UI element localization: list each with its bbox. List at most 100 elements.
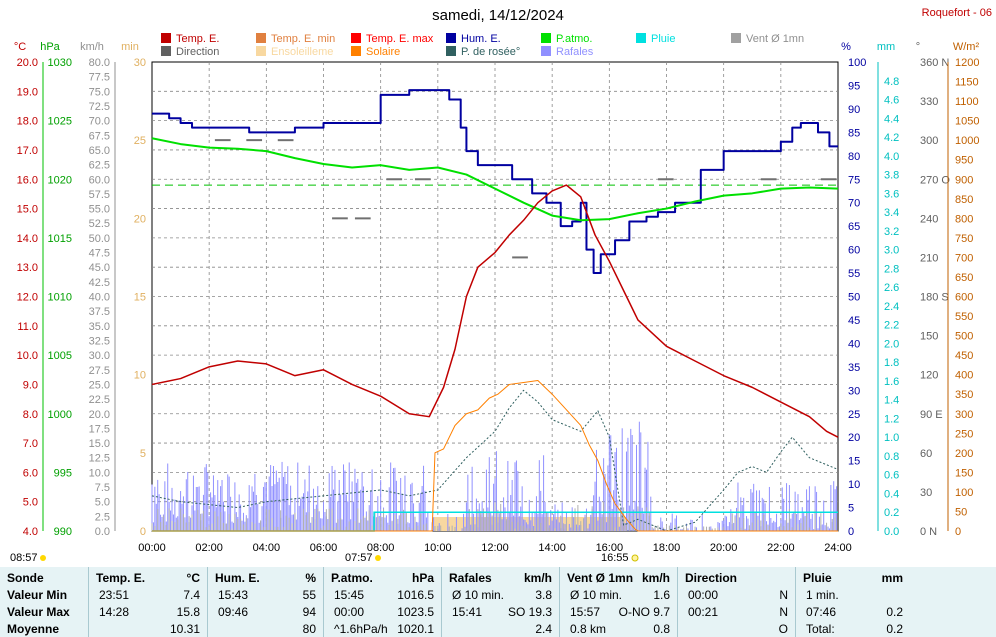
table-cell-value: O-NO 9.7 <box>618 605 670 619</box>
legend-label: Solaire <box>366 46 400 58</box>
legend-label: Hum. E. <box>461 33 501 45</box>
wind-axis-tick: 7.5 <box>95 482 110 494</box>
wind-axis-tick: 60.0 <box>89 174 110 186</box>
solar-axis-tick: 1100 <box>955 96 979 108</box>
solar-axis-tick: 400 <box>955 370 973 382</box>
solar-axis-tick: 1200 <box>955 57 979 69</box>
wind-axis-tick: 52.5 <box>89 218 110 230</box>
wind-axis-tick: 80.0 <box>89 57 110 69</box>
table-column: Hum. E.% 15:43 55 09:46 94 80 <box>207 567 324 637</box>
table-cell-value: 1020.1 <box>397 622 434 636</box>
moon-icon <box>631 554 639 562</box>
table-header: Sonde <box>7 571 44 585</box>
table-column: Pluie mm 1 min. 07:46 0.2 Total: 0.2 <box>795 567 911 637</box>
legend-label: Pluie <box>651 33 675 45</box>
wind-axis-tick: 65.0 <box>89 145 110 157</box>
axis-unit: ° <box>916 41 920 53</box>
dir-axis-tick: 150 <box>920 331 938 343</box>
hum-axis-tick: 10 <box>848 479 860 491</box>
table-cell-time: 15:41 <box>452 605 483 619</box>
sunset-time: 16:55 <box>601 552 629 564</box>
rain-axis-tick: 2.8 <box>884 263 899 275</box>
hum-axis-tick: 80 <box>848 151 860 163</box>
station-name: Roquefort - 06 <box>922 7 992 19</box>
minutes-axis-tick: 10 <box>134 370 146 382</box>
hum-axis-tick: 60 <box>848 245 860 257</box>
wind-axis-tick: 67.5 <box>89 130 110 142</box>
rain-axis-tick: 2.0 <box>884 338 899 350</box>
table-column: Rafales km/h Ø 10 min. 3.8 15:41 SO 19.3 2.4 <box>441 567 560 637</box>
solar-axis-tick: 150 <box>955 467 973 479</box>
table-cell-time: 23:51 <box>99 588 130 602</box>
table-cell-time: 07:46 <box>806 605 837 619</box>
dir-axis-tick: 210 <box>920 252 938 264</box>
sun-mark-time: 07:57 <box>345 552 373 564</box>
table-row-label: Valeur Min <box>7 588 68 602</box>
wind-axis-tick: 72.5 <box>89 101 110 113</box>
solar-axis-tick: 800 <box>955 213 973 225</box>
temp-axis-tick: 9.0 <box>23 379 38 391</box>
wind-axis-tick: 57.5 <box>89 189 110 201</box>
hum-axis-tick: 85 <box>848 127 860 139</box>
wind-axis-tick: 5.0 <box>95 497 110 509</box>
legend-swatch <box>351 46 361 56</box>
hum-axis-tick: 30 <box>848 385 860 397</box>
wind-axis-tick: 62.5 <box>89 160 110 172</box>
legend-label: Temp. E. <box>176 33 219 45</box>
series-line-p-atmo <box>151 137 839 222</box>
table-cell-value: 0.8 <box>653 622 670 636</box>
wind-axis-tick: 47.5 <box>89 248 110 260</box>
table-cell-value: 1.6 <box>653 588 670 602</box>
pressure-axis-tick: 1030 <box>48 57 72 69</box>
solar-axis-tick: 450 <box>955 350 973 362</box>
temp-axis-tick: 15.0 <box>17 204 38 216</box>
temp-axis-tick: 14.0 <box>17 233 38 245</box>
legend-label: Temp. E. max <box>366 33 434 45</box>
table-unit: km/h <box>523 571 552 585</box>
pressure-axis-tick: 1015 <box>48 233 72 245</box>
rain-axis-tick: 0.6 <box>884 470 899 482</box>
x-tick-label: 08:00 <box>367 542 395 554</box>
dir-axis-tick: 270 O <box>920 174 950 186</box>
solar-axis-tick: 1050 <box>955 116 979 128</box>
pressure-axis-tick: 990 <box>54 526 72 538</box>
dir-axis-tick: 330 <box>920 96 938 108</box>
solar-axis-tick: 300 <box>955 409 973 421</box>
pressure-axis-tick: 1010 <box>48 292 72 304</box>
solar-axis-tick: 350 <box>955 389 973 401</box>
axis-unit: mm <box>877 41 895 53</box>
temp-axis-tick: 19.0 <box>17 86 38 98</box>
x-tick-label: 02:00 <box>195 542 223 554</box>
weather-chart: samedi, 14/12/2024 Roquefort - 06 Temp. E.… <box>10 7 992 564</box>
table-unit: hPa <box>411 571 434 585</box>
table-cell-value: O <box>778 622 788 636</box>
wind-axis-tick: 70.0 <box>89 116 110 128</box>
wind-axis-tick: 37.5 <box>89 306 110 318</box>
legend-label: Temp. E. min <box>271 33 335 45</box>
solar-axis-tick: 250 <box>955 428 973 440</box>
solar-axis-tick: 750 <box>955 233 973 245</box>
temp-axis-tick: 18.0 <box>17 116 38 128</box>
wind-axis-tick: 2.5 <box>95 511 110 523</box>
hum-axis-tick: 45 <box>848 315 860 327</box>
x-tick-label: 18:00 <box>653 542 681 554</box>
table-header: Rafales <box>449 571 492 585</box>
table-cell-time: Ø 10 min. <box>570 588 623 602</box>
axis-unit: °C <box>14 41 26 53</box>
minutes-axis-tick: 0 <box>140 526 146 538</box>
solar-axis-tick: 600 <box>955 292 973 304</box>
table-unit: % <box>305 571 316 585</box>
table-cell-time: ^1.6hPa/h <box>334 622 388 636</box>
table-cell-time: Total: <box>806 622 835 636</box>
solar-axis-tick: 1000 <box>955 135 979 147</box>
table-cell-value: 10.31 <box>169 622 200 636</box>
table-cell-time: 0.8 km <box>570 622 607 636</box>
temp-axis-tick: 6.0 <box>23 467 38 479</box>
table-cell-value: 80 <box>302 622 316 636</box>
hum-axis-tick: 90 <box>848 104 860 116</box>
temp-axis-tick: 8.0 <box>23 409 38 421</box>
wind-axis-tick: 22.5 <box>89 394 110 406</box>
hum-axis-tick: 55 <box>848 268 860 280</box>
rain-axis-tick: 2.4 <box>884 301 899 313</box>
table-column: Vent Ø 1mn km/h Ø 10 min. 1.6 15:57 O-NO 9.7 0… <box>559 567 678 637</box>
